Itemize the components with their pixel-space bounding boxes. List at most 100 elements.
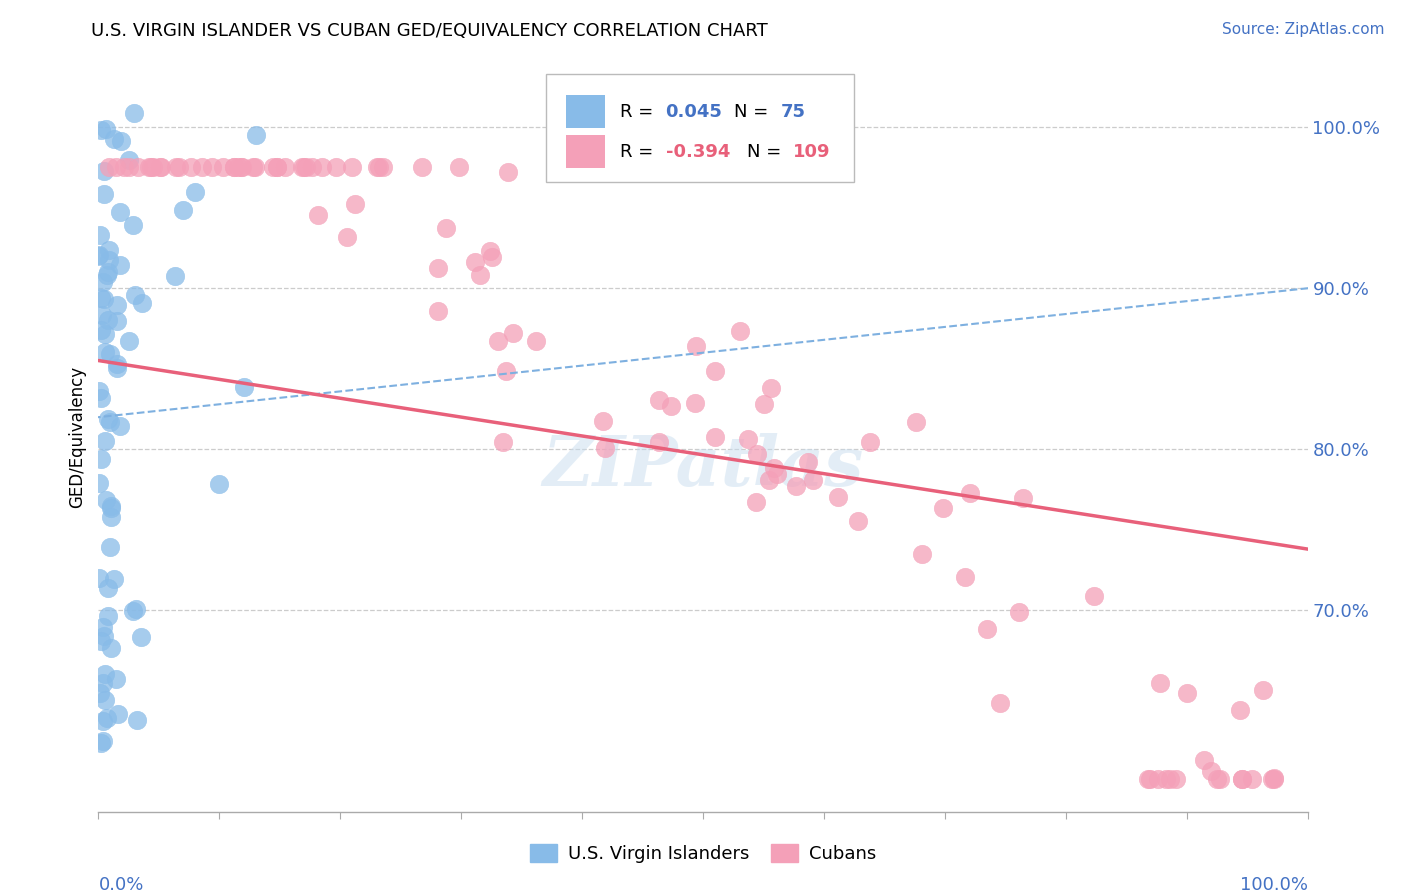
Point bbox=[368, 160, 391, 174]
Point bbox=[647, 393, 669, 408]
Point bbox=[163, 268, 186, 283]
Point bbox=[245, 128, 267, 142]
Point bbox=[1229, 703, 1251, 717]
Point bbox=[1008, 605, 1031, 619]
Point bbox=[121, 218, 143, 232]
Point bbox=[762, 461, 785, 475]
Point bbox=[100, 500, 122, 515]
Point bbox=[90, 391, 112, 405]
Point bbox=[89, 248, 111, 262]
Point bbox=[911, 547, 934, 561]
Point bbox=[89, 476, 111, 491]
Point bbox=[595, 441, 617, 455]
Point bbox=[481, 250, 503, 264]
Point bbox=[97, 313, 120, 327]
Point bbox=[955, 570, 977, 584]
Point bbox=[98, 415, 121, 429]
Point bbox=[104, 673, 127, 687]
Point bbox=[292, 160, 315, 174]
Point bbox=[91, 733, 114, 747]
Point bbox=[759, 381, 782, 395]
Point bbox=[294, 160, 316, 174]
Point bbox=[1261, 772, 1284, 787]
Point bbox=[104, 160, 127, 174]
Point bbox=[138, 160, 160, 174]
Point bbox=[232, 379, 254, 393]
Point bbox=[1199, 764, 1222, 779]
Point bbox=[1175, 686, 1198, 700]
Point bbox=[149, 160, 172, 174]
Point bbox=[411, 160, 433, 174]
Point bbox=[90, 634, 112, 648]
Text: N =: N = bbox=[747, 143, 786, 161]
Point bbox=[685, 339, 707, 353]
Point bbox=[97, 265, 120, 279]
Point bbox=[98, 347, 121, 361]
Point bbox=[90, 736, 112, 750]
Point bbox=[1154, 772, 1177, 787]
Point bbox=[648, 434, 671, 449]
Point bbox=[87, 250, 110, 264]
Point bbox=[118, 160, 141, 174]
Point bbox=[447, 160, 470, 174]
Point bbox=[110, 419, 132, 434]
Point bbox=[291, 160, 314, 174]
Point bbox=[366, 160, 388, 174]
Point bbox=[108, 258, 131, 272]
Point bbox=[93, 676, 115, 690]
Point bbox=[201, 160, 224, 174]
Point bbox=[103, 572, 125, 586]
Point bbox=[325, 160, 347, 174]
Point bbox=[94, 666, 117, 681]
Point bbox=[98, 253, 121, 268]
Point bbox=[342, 160, 364, 174]
Point bbox=[121, 603, 143, 617]
Point bbox=[165, 160, 187, 174]
Bar bbox=[567, 95, 605, 128]
Point bbox=[96, 268, 118, 282]
Point bbox=[100, 510, 122, 524]
Point bbox=[93, 326, 115, 341]
Point bbox=[785, 479, 807, 493]
Point bbox=[1012, 491, 1035, 506]
Point bbox=[97, 581, 120, 595]
Point bbox=[827, 490, 849, 504]
Point bbox=[107, 314, 129, 328]
Point bbox=[172, 202, 194, 217]
Point bbox=[1230, 772, 1253, 787]
Point bbox=[262, 160, 284, 174]
Point bbox=[426, 304, 449, 318]
Point bbox=[745, 447, 768, 461]
Point bbox=[464, 255, 486, 269]
Point bbox=[110, 134, 132, 148]
Text: N =: N = bbox=[734, 103, 775, 121]
Point bbox=[904, 416, 927, 430]
Point bbox=[1251, 683, 1274, 698]
Point bbox=[1241, 772, 1264, 787]
Point bbox=[127, 160, 149, 174]
Point bbox=[336, 229, 359, 244]
Text: U.S. VIRGIN ISLANDER VS CUBAN GED/EQUIVALENCY CORRELATION CHART: U.S. VIRGIN ISLANDER VS CUBAN GED/EQUIVA… bbox=[91, 22, 768, 40]
Point bbox=[91, 276, 114, 290]
Point bbox=[1149, 676, 1171, 690]
Point bbox=[96, 711, 118, 725]
Point bbox=[105, 361, 128, 376]
Point bbox=[105, 357, 128, 371]
Point bbox=[758, 473, 780, 487]
Point bbox=[118, 153, 141, 168]
Point bbox=[93, 434, 115, 449]
Point bbox=[311, 160, 333, 174]
Point bbox=[224, 160, 246, 174]
Point bbox=[797, 455, 820, 469]
Point bbox=[229, 160, 252, 174]
Point bbox=[142, 160, 165, 174]
Point bbox=[495, 364, 517, 378]
Point bbox=[932, 501, 955, 516]
Point bbox=[371, 160, 394, 174]
Point bbox=[180, 160, 202, 174]
Point bbox=[1139, 772, 1161, 787]
Point bbox=[118, 334, 141, 349]
Point bbox=[91, 620, 114, 634]
Point bbox=[105, 298, 128, 312]
Point bbox=[976, 622, 998, 636]
